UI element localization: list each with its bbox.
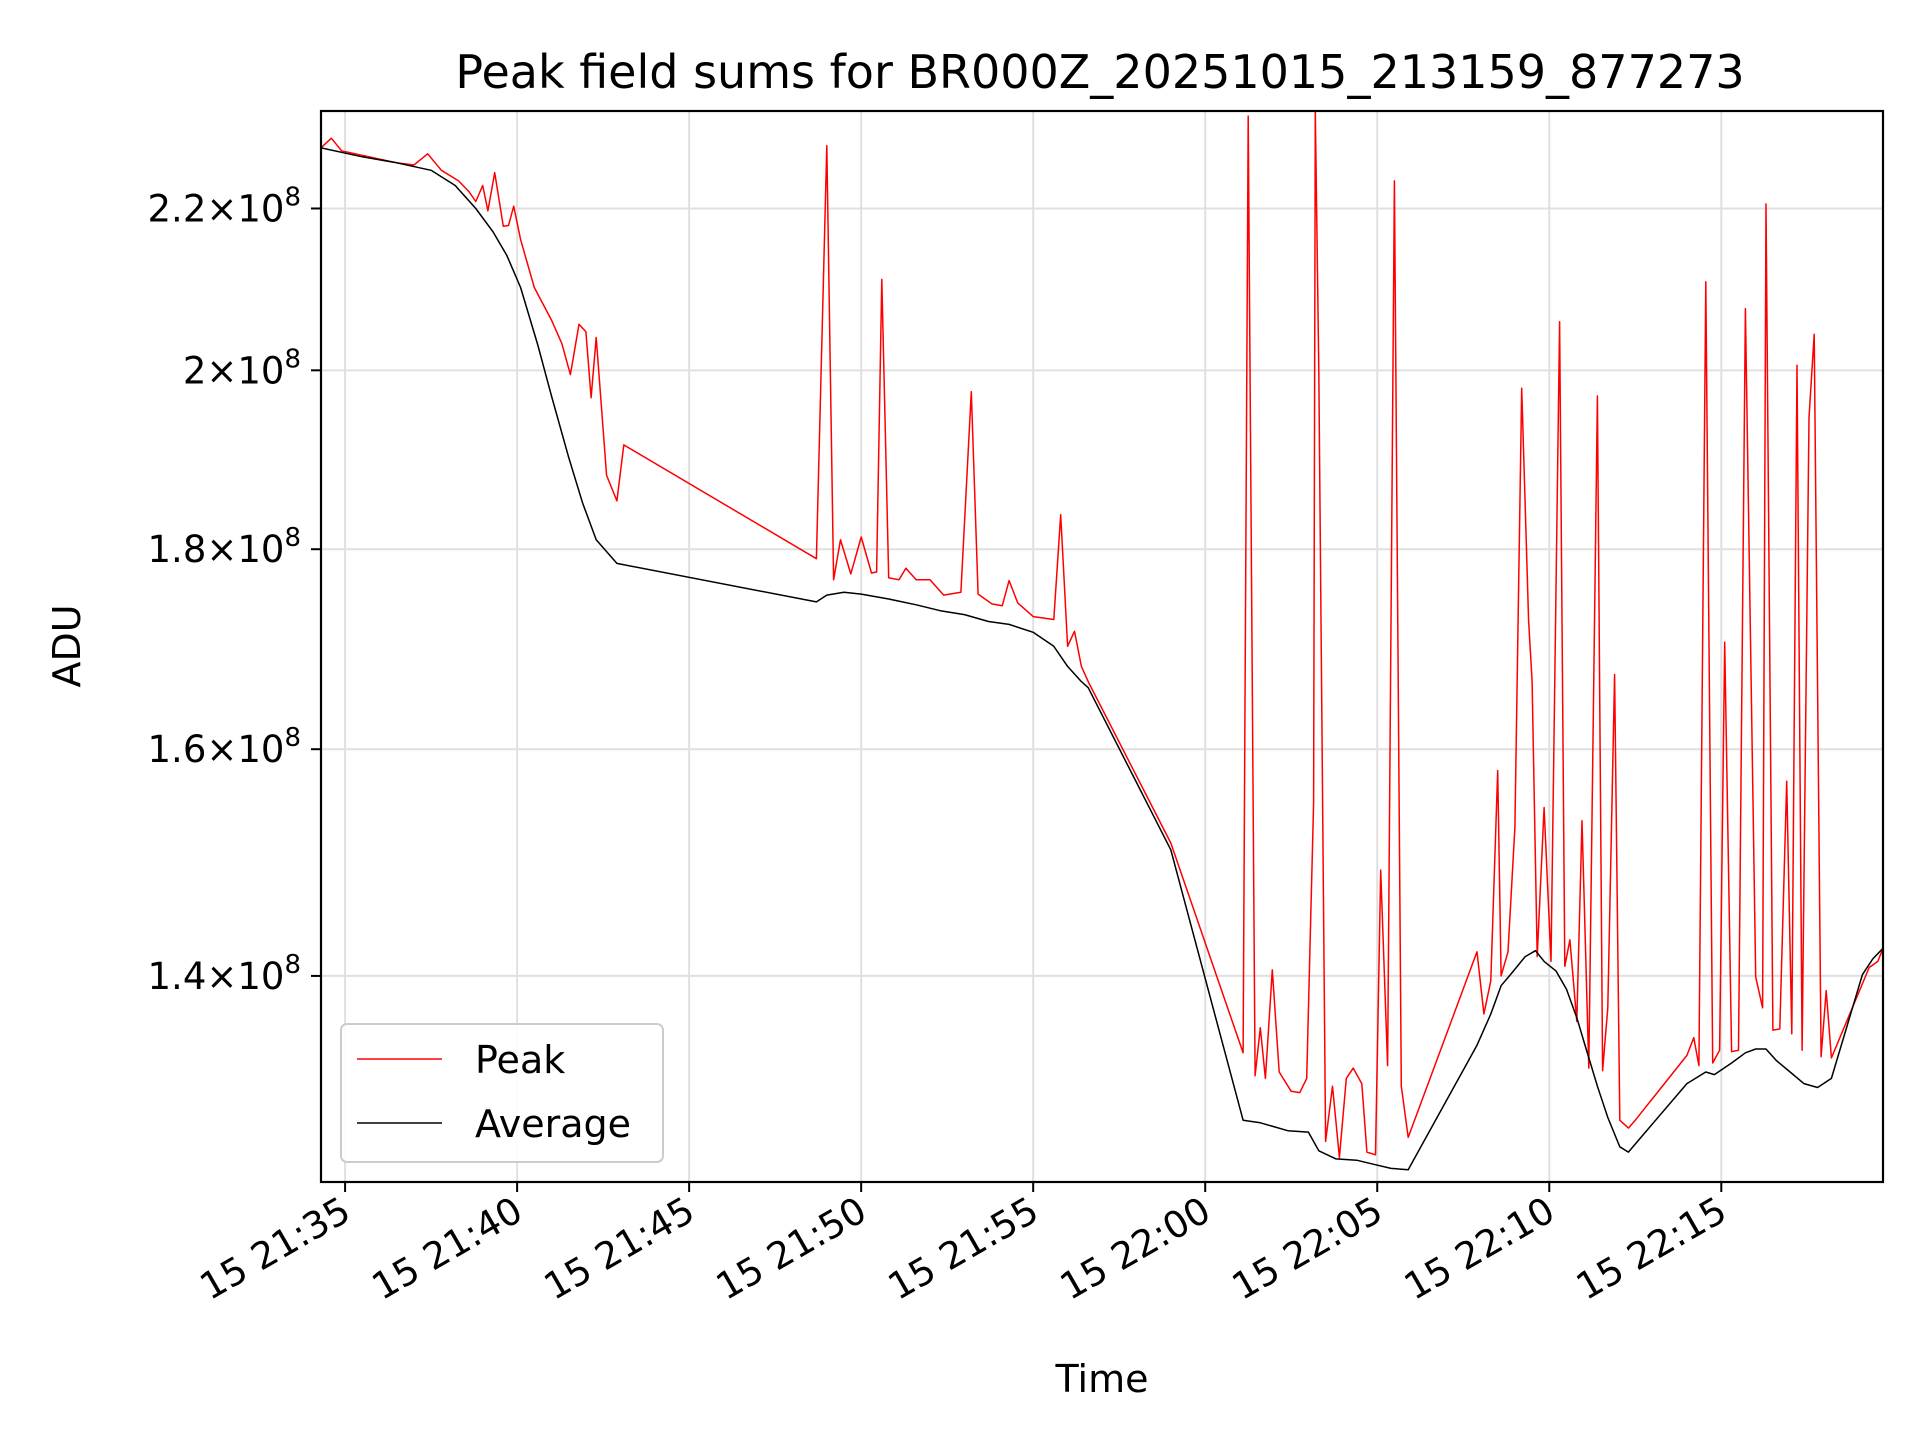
x-tick-label: 15 22:00: [1053, 1189, 1218, 1309]
y-tick-mantissa: 1.4: [148, 955, 207, 998]
plot-frame: [319, 109, 1885, 1184]
y-tick-label: 2.2×108: [148, 182, 301, 230]
y-tick-exponent: 8: [284, 523, 301, 553]
y-tick-times-ten: ×10: [206, 187, 284, 230]
x-tick-label: 15 22:15: [1569, 1189, 1734, 1309]
y-tick-mantissa: 2: [183, 349, 207, 392]
y-tick-exponent: 8: [284, 344, 301, 374]
x-tick-label: 15 22:10: [1397, 1189, 1562, 1309]
y-tick-mantissa: 1.8: [148, 528, 207, 571]
legend: Peak Average: [340, 1023, 664, 1163]
legend-label-average: Average: [475, 1102, 631, 1146]
x-tick-label: 15 21:40: [365, 1189, 530, 1309]
y-tick-times-ten: ×10: [206, 528, 284, 571]
y-axis-label: ADU: [45, 604, 89, 687]
y-tick-label: 1.8×108: [148, 523, 301, 571]
y-tick-mantissa: 1.6: [148, 728, 207, 771]
x-tick-label: 15 21:35: [193, 1189, 358, 1309]
x-axis-ticks: 15 21:35 15 21:40 15 21:45 15 21:50 15 21:55…: [193, 1182, 1734, 1309]
series-line-average: [321, 147, 1883, 1171]
y-tick-times-ten: ×10: [206, 349, 284, 392]
legend-label-peak: Peak: [475, 1038, 565, 1082]
y-tick-exponent: 8: [284, 950, 301, 980]
series-layer: [321, 111, 1883, 1171]
x-axis-label: Time: [1055, 1357, 1149, 1401]
x-tick-label: 15 21:50: [709, 1189, 874, 1309]
y-tick-exponent: 8: [284, 182, 301, 212]
x-tick-label: 15 21:45: [537, 1189, 702, 1309]
grid-lines: [321, 111, 1883, 1182]
y-tick-label: 1.4×108: [148, 950, 301, 998]
y-tick-label: 1.6×108: [148, 723, 301, 771]
y-tick-times-ten: ×10: [206, 955, 284, 998]
chart-title: Peak field sums for BR000Z_20251015_2131…: [455, 45, 1744, 99]
x-tick-label: 15 22:05: [1225, 1189, 1390, 1309]
y-tick-exponent: 8: [284, 723, 301, 753]
x-tick-label: 15 21:55: [881, 1189, 1046, 1309]
y-tick-label: 2×108: [183, 344, 301, 392]
series-line-peak: [321, 111, 1883, 1159]
y-tick-mantissa: 2.2: [148, 187, 207, 230]
y-tick-times-ten: ×10: [206, 728, 284, 771]
